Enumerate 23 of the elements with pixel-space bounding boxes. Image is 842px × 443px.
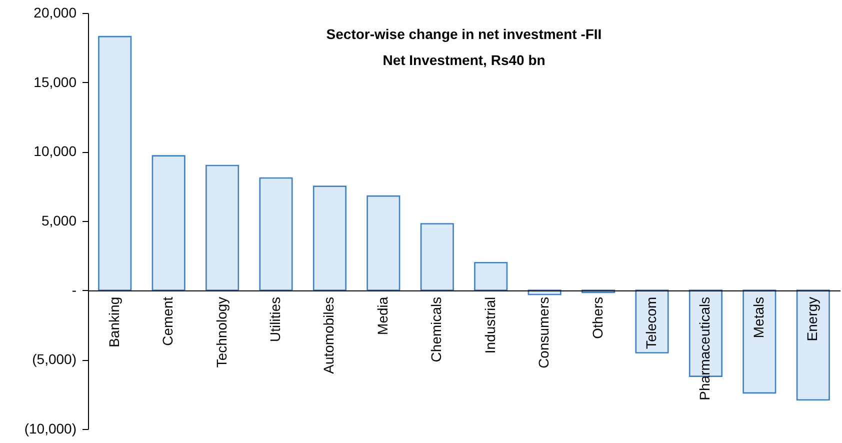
x-tick-label: Chemicals: [428, 296, 444, 362]
x-tick-label: Cement: [160, 296, 176, 346]
y-tick-label: 15,000: [34, 74, 77, 90]
x-tick-label: Energy: [804, 296, 820, 342]
x-tick-label: Others: [589, 296, 606, 339]
y-tick-label: 10,000: [34, 143, 77, 160]
x-tick-label: Metals: [750, 296, 766, 338]
x-tick-label: Pharmaceuticals: [696, 296, 713, 400]
x-tick-label: Consumers: [536, 296, 552, 368]
x-tick-label: Banking: [106, 296, 122, 348]
x-tick-label: Automobiles: [320, 296, 337, 374]
x-tick-label: Telecom: [643, 296, 659, 349]
x-tick-label: Media: [374, 296, 390, 335]
text: Net Investment, Rs40 bn: [382, 52, 546, 68]
x-tick-label: Utilities: [267, 296, 283, 342]
y-tick-label: (5,000): [32, 351, 76, 368]
y-tick-label: 20,000: [34, 4, 77, 20]
y-tick-label: 5,000: [41, 212, 77, 228]
y-tick-label: (10,000): [24, 420, 76, 436]
x-tick-label: Industrial: [482, 296, 498, 354]
x-tick-label: Technology: [213, 296, 230, 368]
y-tick-label: -: [72, 282, 77, 298]
text: Sector-wise change in net investment -FII: [326, 26, 602, 42]
